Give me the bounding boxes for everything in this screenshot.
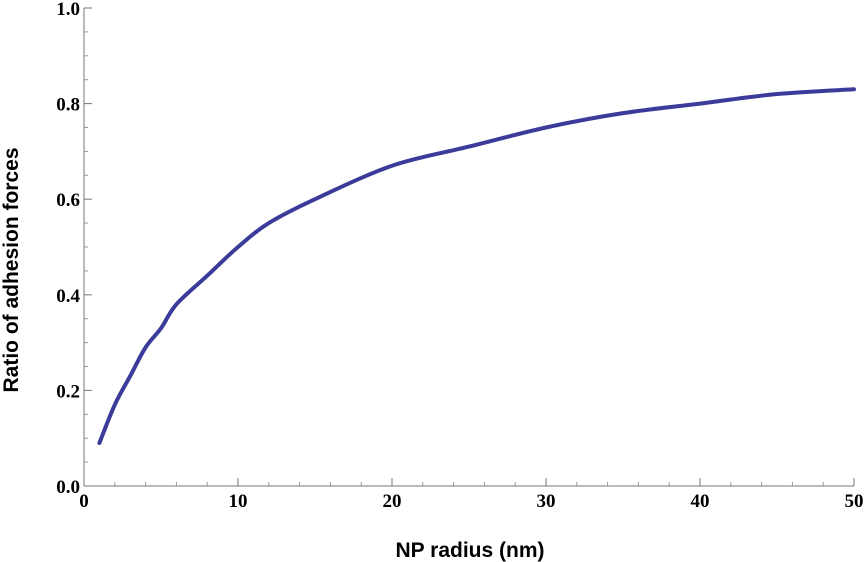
series-group — [97, 87, 856, 445]
x-tick-label: 50 — [845, 491, 864, 512]
tick-labels: 0 10 20 30 40 50 0.0 0.2 0.4 0.6 0.8 1.0 — [56, 0, 863, 512]
series-line — [97, 87, 856, 445]
x-tick-label: 40 — [691, 491, 710, 512]
x-tick-label: 0 — [79, 491, 89, 512]
y-tick-label: 0.8 — [56, 95, 80, 116]
x-axis-title: NP radius (nm) — [396, 539, 545, 562]
y-tick-label: 0.4 — [56, 286, 80, 307]
x-tick-label: 10 — [229, 491, 248, 512]
y-tick-label: 0.0 — [56, 477, 80, 498]
y-tick-label: 0.2 — [56, 381, 80, 402]
y-tick-label: 0.6 — [56, 190, 80, 211]
x-tick-label: 20 — [383, 491, 402, 512]
x-tick-label: 30 — [537, 491, 556, 512]
axes — [83, 8, 854, 487]
y-axis-title: Ratio of adhesion forces — [0, 147, 23, 392]
ticks — [83, 7, 855, 487]
y-tick-label: 1.0 — [56, 0, 80, 20]
